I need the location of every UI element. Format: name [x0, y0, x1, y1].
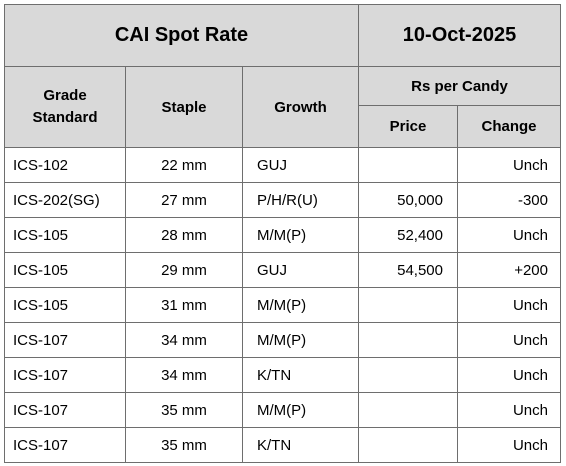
staple-cell: 31 mm	[125, 287, 243, 323]
table-row: ICS-105 28 mm M/M(P) 52,400 Unch	[4, 217, 561, 253]
spot-rate-table: CAI Spot Rate 10-Oct-2025 Grade Standard…	[4, 4, 561, 463]
title-row: CAI Spot Rate 10-Oct-2025	[4, 4, 561, 67]
change-cell: Unch	[457, 392, 561, 428]
header-rs-per-candy: Rs per Candy	[358, 66, 561, 106]
grade-cell: ICS-202(SG)	[4, 182, 126, 218]
header-row-1: Grade Standard Staple Growth Rs per Cand…	[4, 66, 561, 148]
staple-cell: 35 mm	[125, 427, 243, 463]
header-row-2: Price Change	[5, 105, 561, 148]
header-grade-line1: Grade	[43, 87, 87, 104]
growth-cell: GUJ	[242, 252, 359, 288]
table-row: ICS-107 34 mm K/TN Unch	[4, 357, 561, 393]
growth-cell: M/M(P)	[242, 322, 359, 358]
price-cell	[358, 357, 458, 393]
table-row: ICS-105 29 mm GUJ 54,500 +200	[4, 252, 561, 288]
header-change: Change	[457, 105, 561, 148]
report-date: 10-Oct-2025	[358, 4, 561, 67]
grade-cell: ICS-107	[4, 322, 126, 358]
table-row: ICS-202(SG) 27 mm P/H/R(U) 50,000 -300	[4, 182, 561, 218]
growth-cell: GUJ	[242, 147, 359, 183]
change-cell: Unch	[457, 322, 561, 358]
price-cell: 52,400	[358, 217, 458, 253]
table-row: ICS-107 35 mm M/M(P) Unch	[4, 392, 561, 428]
change-cell: Unch	[457, 217, 561, 253]
change-cell: -300	[457, 182, 561, 218]
table-title: CAI Spot Rate	[4, 4, 359, 67]
grade-cell: ICS-105	[4, 252, 126, 288]
price-cell	[358, 392, 458, 428]
grade-cell: ICS-107	[4, 357, 126, 393]
staple-cell: 29 mm	[125, 252, 243, 288]
change-cell: Unch	[457, 427, 561, 463]
price-cell	[358, 147, 458, 183]
grade-cell: ICS-105	[4, 287, 126, 323]
growth-cell: M/M(P)	[242, 217, 359, 253]
header-grade-standard: Grade Standard	[4, 66, 126, 148]
growth-cell: K/TN	[242, 427, 359, 463]
header-growth: Growth	[242, 66, 359, 148]
price-cell	[358, 287, 458, 323]
grade-cell: ICS-107	[4, 427, 126, 463]
growth-cell: M/M(P)	[242, 287, 359, 323]
grade-cell: ICS-105	[4, 217, 126, 253]
price-cell	[358, 322, 458, 358]
table-body: ICS-102 22 mm GUJ Unch ICS-202(SG) 27 mm P/H/R…	[4, 147, 561, 463]
header-grade-line2: Standard	[32, 109, 98, 126]
table-row: ICS-107 34 mm M/M(P) Unch	[4, 322, 561, 358]
staple-cell: 22 mm	[125, 147, 243, 183]
change-cell: Unch	[457, 287, 561, 323]
header-price: Price	[358, 105, 458, 148]
staple-cell: 34 mm	[125, 322, 243, 358]
growth-cell: P/H/R(U)	[242, 182, 359, 218]
change-cell: Unch	[457, 357, 561, 393]
staple-cell: 28 mm	[125, 217, 243, 253]
table-row: ICS-107 35 mm K/TN Unch	[4, 427, 561, 463]
grade-cell: ICS-107	[4, 392, 126, 428]
grade-cell: ICS-102	[4, 147, 126, 183]
price-cell	[358, 427, 458, 463]
change-cell: +200	[457, 252, 561, 288]
growth-cell: K/TN	[242, 357, 359, 393]
staple-cell: 34 mm	[125, 357, 243, 393]
table-row: ICS-102 22 mm GUJ Unch	[4, 147, 561, 183]
staple-cell: 35 mm	[125, 392, 243, 428]
header-staple: Staple	[125, 66, 243, 148]
price-cell: 54,500	[358, 252, 458, 288]
change-cell: Unch	[457, 147, 561, 183]
price-cell: 50,000	[358, 182, 458, 218]
staple-cell: 27 mm	[125, 182, 243, 218]
table-row: ICS-105 31 mm M/M(P) Unch	[4, 287, 561, 323]
growth-cell: M/M(P)	[242, 392, 359, 428]
